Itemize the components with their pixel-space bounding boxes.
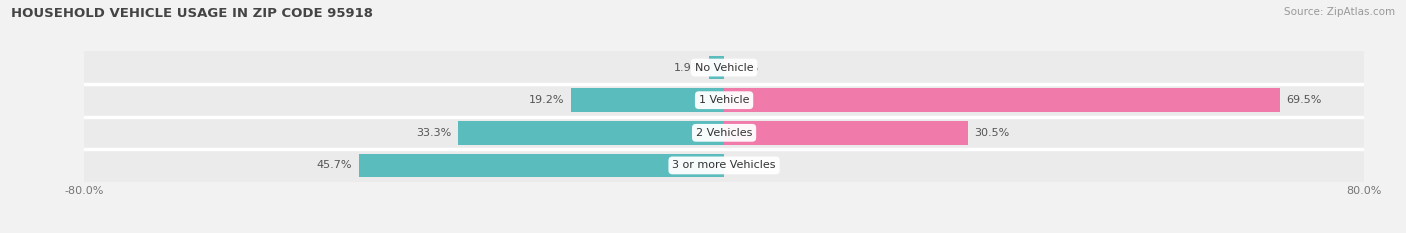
Bar xyxy=(458,121,724,144)
Bar xyxy=(724,121,967,144)
Text: 0.0%: 0.0% xyxy=(731,63,759,72)
Bar xyxy=(724,89,1279,112)
Bar xyxy=(571,89,724,112)
Text: 1.9%: 1.9% xyxy=(673,63,703,72)
Text: 1 Vehicle: 1 Vehicle xyxy=(699,95,749,105)
Text: Source: ZipAtlas.com: Source: ZipAtlas.com xyxy=(1284,7,1395,17)
Text: HOUSEHOLD VEHICLE USAGE IN ZIP CODE 95918: HOUSEHOLD VEHICLE USAGE IN ZIP CODE 9591… xyxy=(11,7,373,20)
Text: 45.7%: 45.7% xyxy=(316,161,353,170)
Bar xyxy=(359,154,724,177)
Bar xyxy=(84,51,1364,84)
Text: 3 or more Vehicles: 3 or more Vehicles xyxy=(672,161,776,170)
Text: 19.2%: 19.2% xyxy=(529,95,564,105)
Bar xyxy=(709,56,724,79)
Text: 33.3%: 33.3% xyxy=(416,128,451,138)
Text: 30.5%: 30.5% xyxy=(974,128,1010,138)
Bar xyxy=(84,116,1364,149)
Bar xyxy=(84,84,1364,116)
Text: 0.0%: 0.0% xyxy=(731,161,759,170)
Bar xyxy=(84,149,1364,182)
Text: 2 Vehicles: 2 Vehicles xyxy=(696,128,752,138)
Text: 69.5%: 69.5% xyxy=(1286,95,1322,105)
Text: No Vehicle: No Vehicle xyxy=(695,63,754,72)
